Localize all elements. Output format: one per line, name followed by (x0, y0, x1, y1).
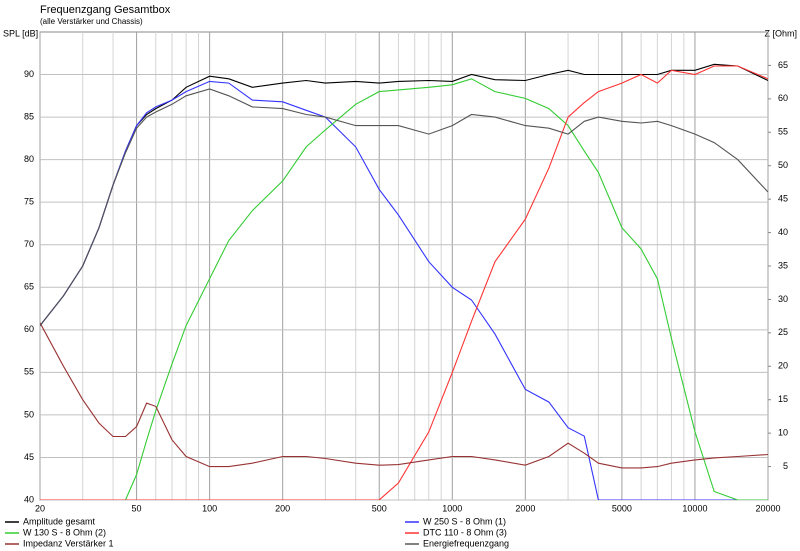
y2-tick-label: 20 (778, 361, 788, 371)
chart-subtitle: (alle Verstärker und Chassis) (40, 17, 143, 26)
y-tick-label: 60 (24, 324, 34, 334)
y2-axis-label: Z [Ohm] (764, 28, 797, 38)
y-tick-label: 70 (24, 239, 34, 249)
y-tick-label: 90 (24, 69, 34, 79)
y2-tick-label: 10 (778, 428, 788, 438)
y2-tick-label: 55 (778, 127, 788, 137)
y-tick-label: 50 (24, 409, 34, 419)
y-tick-label: 65 (24, 282, 34, 292)
y2-tick-label: 65 (778, 60, 788, 70)
series-line (40, 65, 768, 500)
plot-lines (40, 63, 768, 500)
y-tick-label: 40 (24, 494, 34, 504)
x-tick-label: 20000 (755, 503, 780, 513)
legend-label: W 250 S - 8 Ohm (1) (423, 516, 506, 526)
y-tick-label: 80 (24, 154, 34, 164)
chart-title: Frequenzgang Gesamtbox (40, 4, 171, 16)
y2-tick-label: 45 (778, 194, 788, 204)
x-tick-label: 200 (275, 503, 290, 513)
x-tick-label: 5000 (612, 503, 632, 513)
series-line (40, 78, 768, 500)
y2-tick-label: 15 (778, 394, 788, 404)
y-axis-label: SPL [dB] (3, 28, 38, 38)
y2-tick-label: 30 (778, 294, 788, 304)
legend-label: W 130 S - 8 Ohm (2) (23, 527, 106, 537)
y2-tick-label: 35 (778, 260, 788, 270)
series-line (40, 88, 768, 326)
series-line (40, 322, 768, 469)
y2-tick-label: 40 (778, 227, 788, 237)
legend-label: Impedanz Verstärker 1 (23, 538, 114, 548)
x-tick-label: 1000 (442, 503, 462, 513)
x-tick-label: 10000 (682, 503, 707, 513)
y2-tick-label: 60 (778, 93, 788, 103)
x-tick-label: 100 (202, 503, 217, 513)
legend-label: DTC 110 - 8 Ohm (3) (423, 527, 507, 537)
y-tick-label: 85 (24, 111, 34, 121)
y2-tick-label: 50 (778, 160, 788, 170)
x-tick-label: 50 (132, 503, 142, 513)
y-tick-label: 45 (24, 452, 34, 462)
x-tick-label: 500 (372, 503, 387, 513)
series-line (40, 80, 768, 500)
y-tick-label: 75 (24, 197, 34, 207)
x-tick-label: 2000 (515, 503, 535, 513)
legend-label: Energiefrequenzgang (423, 538, 509, 548)
y2-tick-label: 25 (778, 327, 788, 337)
y-tick-label: 55 (24, 367, 34, 377)
legend-label: Amplitude gesamt (23, 516, 96, 526)
x-tick-label: 20 (35, 503, 45, 513)
y2-tick-label: 5 (783, 461, 788, 471)
